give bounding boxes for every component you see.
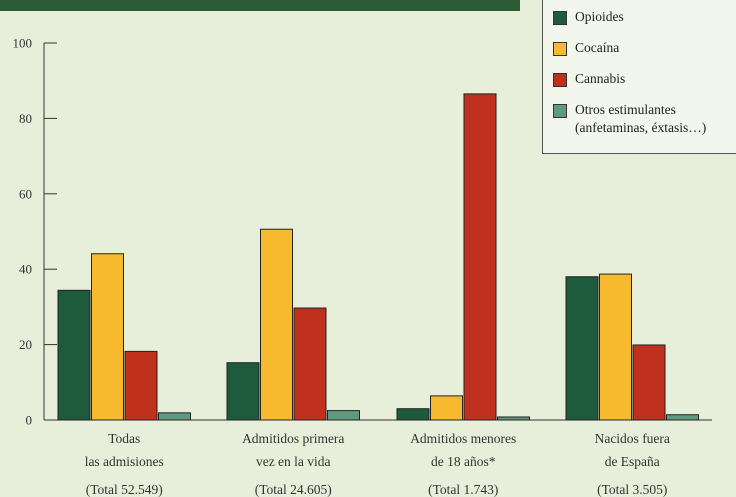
category-label: Admitidos menores [410, 431, 516, 446]
header-band [0, 0, 520, 11]
bar-otros-2 [497, 416, 530, 421]
legend-swatch [553, 42, 567, 56]
category-label: las admisiones [85, 454, 164, 469]
category-label: de España [605, 454, 660, 469]
y-tick-label: 20 [19, 337, 32, 352]
category-label: vez en la vida [256, 454, 331, 469]
legend-swatch [553, 73, 567, 87]
bar-opioides-2 [396, 408, 430, 421]
bar-opioides-1 [226, 362, 260, 421]
legend-item: Cannabis [553, 70, 625, 88]
y-tick-label: 60 [19, 186, 32, 201]
bar-opioides-3 [565, 276, 599, 421]
bar-cocaína-1 [260, 228, 293, 421]
bar-otros-1 [327, 410, 360, 421]
legend-item: Opioides [553, 8, 624, 26]
y-tick-label: 100 [13, 36, 33, 51]
bar-otros-3 [666, 414, 699, 421]
bar-cocaína-3 [599, 273, 632, 421]
category-total-label: (Total 1.743) [428, 482, 498, 497]
legend-swatch [553, 104, 567, 118]
category-label: Admitidos primera [242, 431, 344, 446]
legend-label: Cannabis [575, 71, 626, 86]
category-label: Todas [108, 431, 140, 446]
category-label: Nacidos fuera [595, 431, 670, 446]
category-total-label: (Total 52.549) [86, 482, 163, 497]
bars [57, 93, 699, 421]
legend-label: Cocaína [575, 40, 620, 55]
y-tick-label: 0 [26, 413, 33, 428]
bar-cocaína-0 [91, 253, 124, 421]
x-axis-labels: Todas las admisiones (Total 52.549) Admitid… [85, 431, 670, 497]
bar-opioides-0 [57, 289, 91, 421]
category-label: de 18 años* [431, 454, 496, 469]
y-tick-label: 40 [19, 262, 32, 277]
bar-otros-0 [158, 412, 191, 421]
bar-cocaína-2 [430, 395, 463, 421]
legend-label: Otros estimulantes (anfetaminas, éxtasis…… [575, 102, 707, 135]
category-total-label: (Total 3.505) [597, 482, 667, 497]
y-tick-label: 80 [19, 111, 32, 126]
legend-item: Otros estimulantes (anfetaminas, éxtasis…… [553, 101, 706, 137]
bar-cannabis-0 [124, 350, 158, 421]
legend-item: Cocaína [553, 39, 619, 57]
bar-cannabis-2 [463, 93, 497, 421]
legend: Opioides Cocaína Cannabis Otros estimulante… [542, 0, 736, 154]
bar-cannabis-1 [293, 307, 327, 421]
category-total-label: (Total 24.605) [255, 482, 332, 497]
legend-label: Opioides [575, 9, 624, 24]
bar-cannabis-3 [632, 344, 666, 421]
legend-swatch [553, 11, 567, 25]
